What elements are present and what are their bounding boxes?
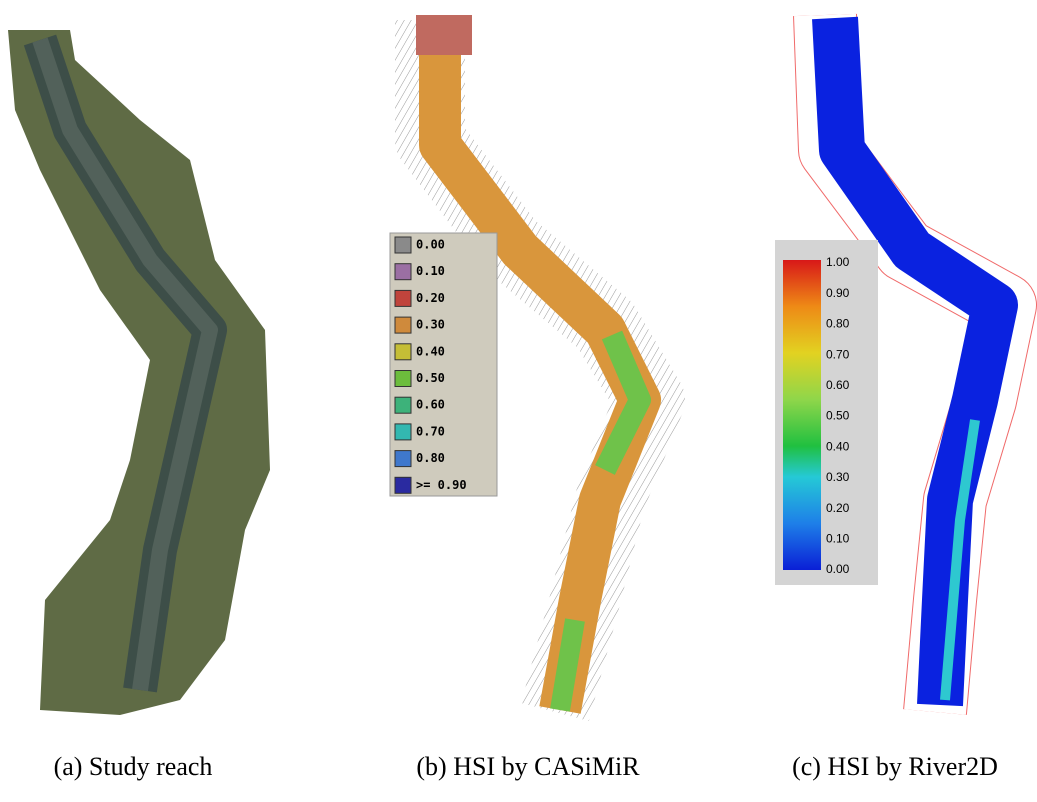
legend-label: 0.30	[416, 318, 445, 332]
legend-swatch	[395, 477, 411, 493]
legend-swatch	[395, 264, 411, 280]
legend-swatch	[395, 344, 411, 360]
casimir-map	[390, 15, 650, 712]
caption: (c) HSI by River2D	[792, 752, 998, 781]
legend-label: 0.80	[416, 451, 445, 465]
legend-swatch	[395, 317, 411, 333]
legend-label: 0.00	[416, 238, 445, 252]
legend-label: 0.70	[416, 424, 445, 438]
legend-label: 0.20	[826, 501, 850, 515]
legend-label: 1.00	[826, 255, 850, 269]
legend-label: 0.20	[416, 291, 445, 305]
legend-label: 0.10	[416, 264, 445, 278]
legend-label: 0.40	[826, 439, 850, 453]
legend-label: 0.40	[416, 344, 445, 358]
legend-label: 0.10	[826, 531, 850, 545]
legend-label: 0.80	[826, 317, 850, 331]
caption: (a) Study reach	[54, 752, 213, 781]
legend-swatch	[395, 397, 411, 413]
aerial-photo	[8, 30, 270, 715]
legend-label: 0.90	[826, 286, 850, 300]
legend-swatch	[395, 237, 411, 253]
river2d-map	[775, 15, 1005, 712]
legend-label: 0.30	[826, 470, 850, 484]
legend-swatch	[395, 424, 411, 440]
legend-label: 0.60	[416, 398, 445, 412]
legend-label: 0.50	[416, 371, 445, 385]
legend-label: 0.70	[826, 347, 850, 361]
legend-label: >= 0.90	[416, 478, 467, 492]
caption: (b) HSI by CASiMiR	[416, 752, 640, 781]
figure: 0.00 0.10 0.20 0.30 0.40 0.50 0.60 0.70 0.80 >= 0…	[0, 0, 1037, 802]
legend-swatch	[395, 451, 411, 467]
legend-label: 0.00	[826, 562, 850, 576]
legend-label: 0.60	[826, 378, 850, 392]
legend-label: 0.50	[826, 409, 850, 423]
legend-swatch	[395, 371, 411, 387]
legend-swatch	[395, 290, 411, 306]
